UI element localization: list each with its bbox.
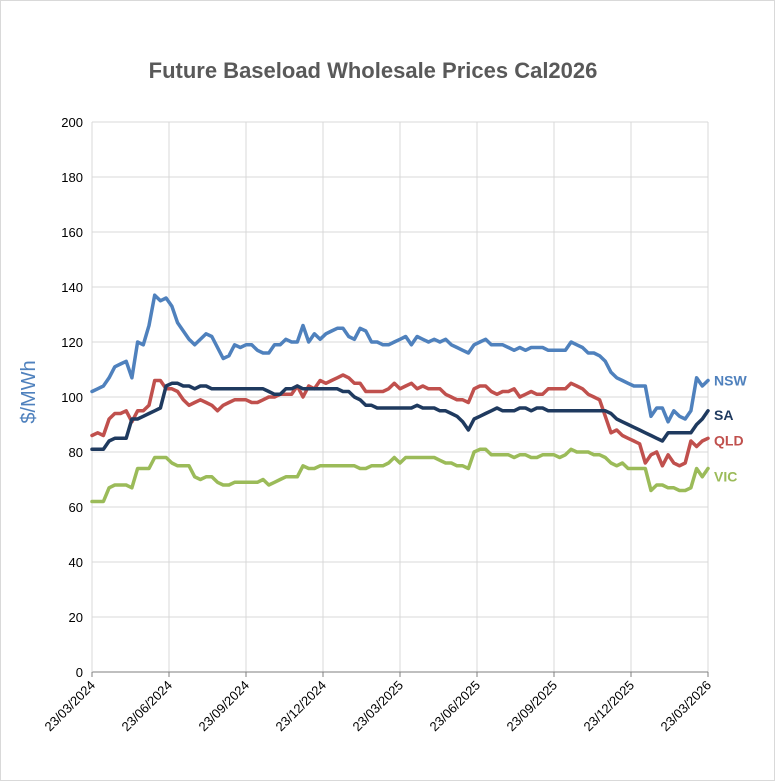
y-axis-ticks: 0 20 40 60 80 100 120 140 160 180 200: [61, 115, 83, 680]
x-tick-label: 23/09/2024: [195, 678, 252, 735]
y-tick-label: 200: [61, 115, 83, 130]
x-tick-label: 23/03/2024: [41, 678, 98, 735]
y-tick-label: 20: [69, 610, 83, 625]
chart-title: Future Baseload Wholesale Prices Cal2026: [149, 58, 598, 83]
x-axis-ticks: 23/03/2024 23/06/2024 23/09/2024 23/12/2024…: [41, 678, 714, 735]
series-labels: VIC QLD SA NSW: [714, 373, 747, 485]
series-label-vic: VIC: [714, 469, 737, 485]
y-tick-label: 100: [61, 390, 83, 405]
x-tick-label: 23/12/2025: [580, 678, 637, 735]
series-line-qld: [90, 373, 710, 468]
y-tick-label: 0: [76, 665, 83, 680]
y-tick-label: 120: [61, 335, 83, 350]
x-tick-label: 23/03/2025: [349, 678, 406, 735]
grid-lines: [91, 121, 709, 677]
series-label-nsw: NSW: [714, 373, 747, 389]
x-tick-label: 23/06/2025: [426, 678, 483, 735]
y-tick-label: 60: [69, 500, 83, 515]
series-line-sa: [90, 381, 710, 452]
y-tick-label: 80: [69, 445, 83, 460]
x-tick-label: 23/12/2024: [272, 678, 329, 735]
y-axis-label: $/MWh: [18, 360, 40, 423]
x-tick-label: 23/06/2024: [118, 678, 175, 735]
series-label-sa: SA: [714, 407, 733, 423]
x-tick-label: 23/03/2026: [657, 678, 714, 735]
y-tick-label: 40: [69, 555, 83, 570]
series-line-nsw: [90, 293, 710, 424]
series-line-vic: [90, 447, 710, 504]
y-tick-label: 140: [61, 280, 83, 295]
y-tick-label: 180: [61, 170, 83, 185]
series-lines: [90, 293, 710, 504]
y-tick-label: 160: [61, 225, 83, 240]
series-label-qld: QLD: [714, 432, 744, 448]
x-tick-label: 23/09/2025: [503, 678, 560, 735]
